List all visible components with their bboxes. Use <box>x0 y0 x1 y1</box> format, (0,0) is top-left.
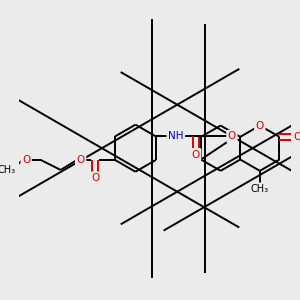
Text: O: O <box>76 155 85 165</box>
Text: O: O <box>293 132 300 142</box>
Text: O: O <box>192 149 200 160</box>
Text: O: O <box>228 131 236 141</box>
Text: O: O <box>91 173 99 183</box>
Text: O: O <box>256 121 264 130</box>
Text: O: O <box>22 155 30 165</box>
Text: NH: NH <box>168 131 184 141</box>
Text: CH₃: CH₃ <box>0 165 15 175</box>
Text: CH₃: CH₃ <box>251 184 269 194</box>
